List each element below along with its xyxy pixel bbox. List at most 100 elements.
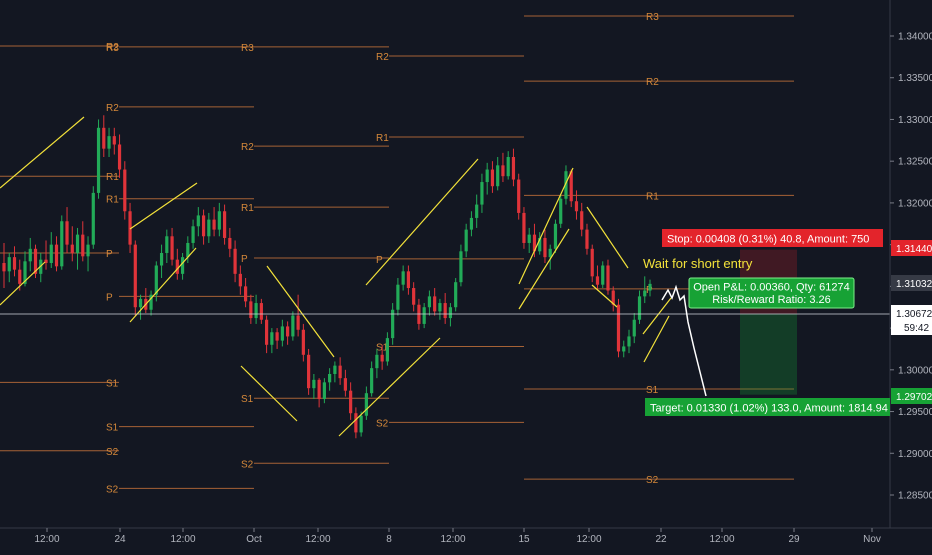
current-price-tag: 1.31032 xyxy=(891,275,932,291)
trendline xyxy=(240,365,298,422)
candle-body xyxy=(569,171,573,202)
candle-body xyxy=(180,257,185,274)
candle xyxy=(254,294,258,324)
candle xyxy=(459,244,463,287)
candle-body xyxy=(275,332,279,341)
candle xyxy=(443,293,447,324)
candle-body xyxy=(65,221,69,245)
entry-price-tag: 1.30672 59:42 xyxy=(891,305,932,335)
candle xyxy=(286,321,290,345)
time-tick-label: Nov xyxy=(863,534,881,545)
candles xyxy=(2,115,652,439)
candle xyxy=(569,169,573,208)
candle-body xyxy=(149,294,153,310)
price-tick-label: 1.29500 xyxy=(898,407,932,418)
candle xyxy=(527,227,531,253)
candle xyxy=(233,240,237,283)
candle xyxy=(490,161,495,193)
candle-body xyxy=(380,354,384,362)
target-label-box[interactable]: Target: 0.01330 (1.02%) 133.0, Amount: 1… xyxy=(645,398,890,416)
candle-body xyxy=(527,234,531,243)
pivot-label-p: P xyxy=(376,255,383,266)
candle xyxy=(580,202,584,237)
candle-body xyxy=(328,373,332,383)
candle-body xyxy=(517,179,521,213)
pnl-label-box[interactable]: Open P&L: 0.00360, Qty: 61274 Risk/Rewar… xyxy=(688,277,855,309)
candle xyxy=(464,223,468,258)
stop-label-box[interactable]: Stop: 0.00408 (0.31%) 40.8, Amount: 750 xyxy=(662,229,883,247)
candle-body xyxy=(343,378,347,391)
stop-price-tag: 1.31440 xyxy=(891,240,932,256)
candle-body xyxy=(170,236,174,260)
candle xyxy=(611,286,615,312)
candle-body xyxy=(538,237,542,252)
pivot-label-s1: S1 xyxy=(106,378,119,389)
candle xyxy=(522,207,526,249)
candle xyxy=(601,261,605,289)
candle-body xyxy=(133,244,137,308)
candle-body xyxy=(448,307,453,319)
candle-body xyxy=(637,296,642,320)
candle xyxy=(454,278,458,312)
candle xyxy=(632,313,636,344)
pivot-label-r3: R3 xyxy=(646,12,659,23)
candle xyxy=(380,344,384,370)
candle-body xyxy=(217,211,221,230)
candle xyxy=(49,232,53,269)
candle-body xyxy=(606,265,610,291)
pivot-label-r1: R1 xyxy=(106,172,119,183)
candle xyxy=(117,134,122,178)
candle-body xyxy=(370,368,374,394)
candle-body xyxy=(165,236,169,253)
candle-body xyxy=(543,237,547,258)
candle-body xyxy=(506,157,510,177)
candle xyxy=(96,119,101,199)
candle xyxy=(238,265,242,295)
candle-body xyxy=(459,251,463,283)
time-tick-label: 24 xyxy=(114,534,126,545)
price-tick-label: 1.32000 xyxy=(898,198,932,209)
candle-body xyxy=(595,276,600,285)
candle-body xyxy=(12,257,17,270)
candle-body xyxy=(375,354,379,369)
candle xyxy=(70,226,74,262)
pnl-label-text: Open P&L: 0.00360, Qty: 61274 xyxy=(693,282,850,294)
time-axis[interactable]: 12:00 24 12:00 Oct 12:00 8 12:00 15 12:00 22 12:00… xyxy=(34,528,881,545)
candle-body xyxy=(401,271,405,285)
candle-body xyxy=(622,346,626,352)
candle xyxy=(91,186,95,249)
candle-body xyxy=(333,365,337,374)
candle-body xyxy=(632,319,636,337)
candle xyxy=(265,315,269,354)
stop-label-text: Stop: 0.00408 (0.31%) 40.8, Amount: 750 xyxy=(667,234,869,246)
trendline xyxy=(338,337,441,437)
time-tick-label: 29 xyxy=(788,534,800,545)
candle xyxy=(60,215,64,270)
candle xyxy=(412,282,416,312)
candle-body xyxy=(123,169,127,212)
trendline-drawings[interactable] xyxy=(0,116,672,437)
time-tick-label: 12:00 xyxy=(576,534,601,545)
candle-body xyxy=(254,303,258,319)
candle xyxy=(648,279,652,297)
candle-body xyxy=(548,248,552,258)
candle xyxy=(480,173,484,213)
candle xyxy=(186,236,190,263)
price-tick-label: 1.32500 xyxy=(898,157,932,168)
candle-body xyxy=(23,261,27,284)
candle xyxy=(296,294,300,337)
candle xyxy=(12,246,17,277)
candle xyxy=(401,265,405,291)
candle xyxy=(133,240,137,316)
candle-body xyxy=(75,234,80,253)
pivot-label-s2: S2 xyxy=(376,418,389,429)
candle-body xyxy=(501,165,505,177)
candle xyxy=(622,340,626,358)
candle-body xyxy=(454,282,458,308)
candle-body xyxy=(385,338,389,362)
candle xyxy=(354,407,358,439)
candle xyxy=(291,311,295,341)
candle xyxy=(222,204,227,245)
